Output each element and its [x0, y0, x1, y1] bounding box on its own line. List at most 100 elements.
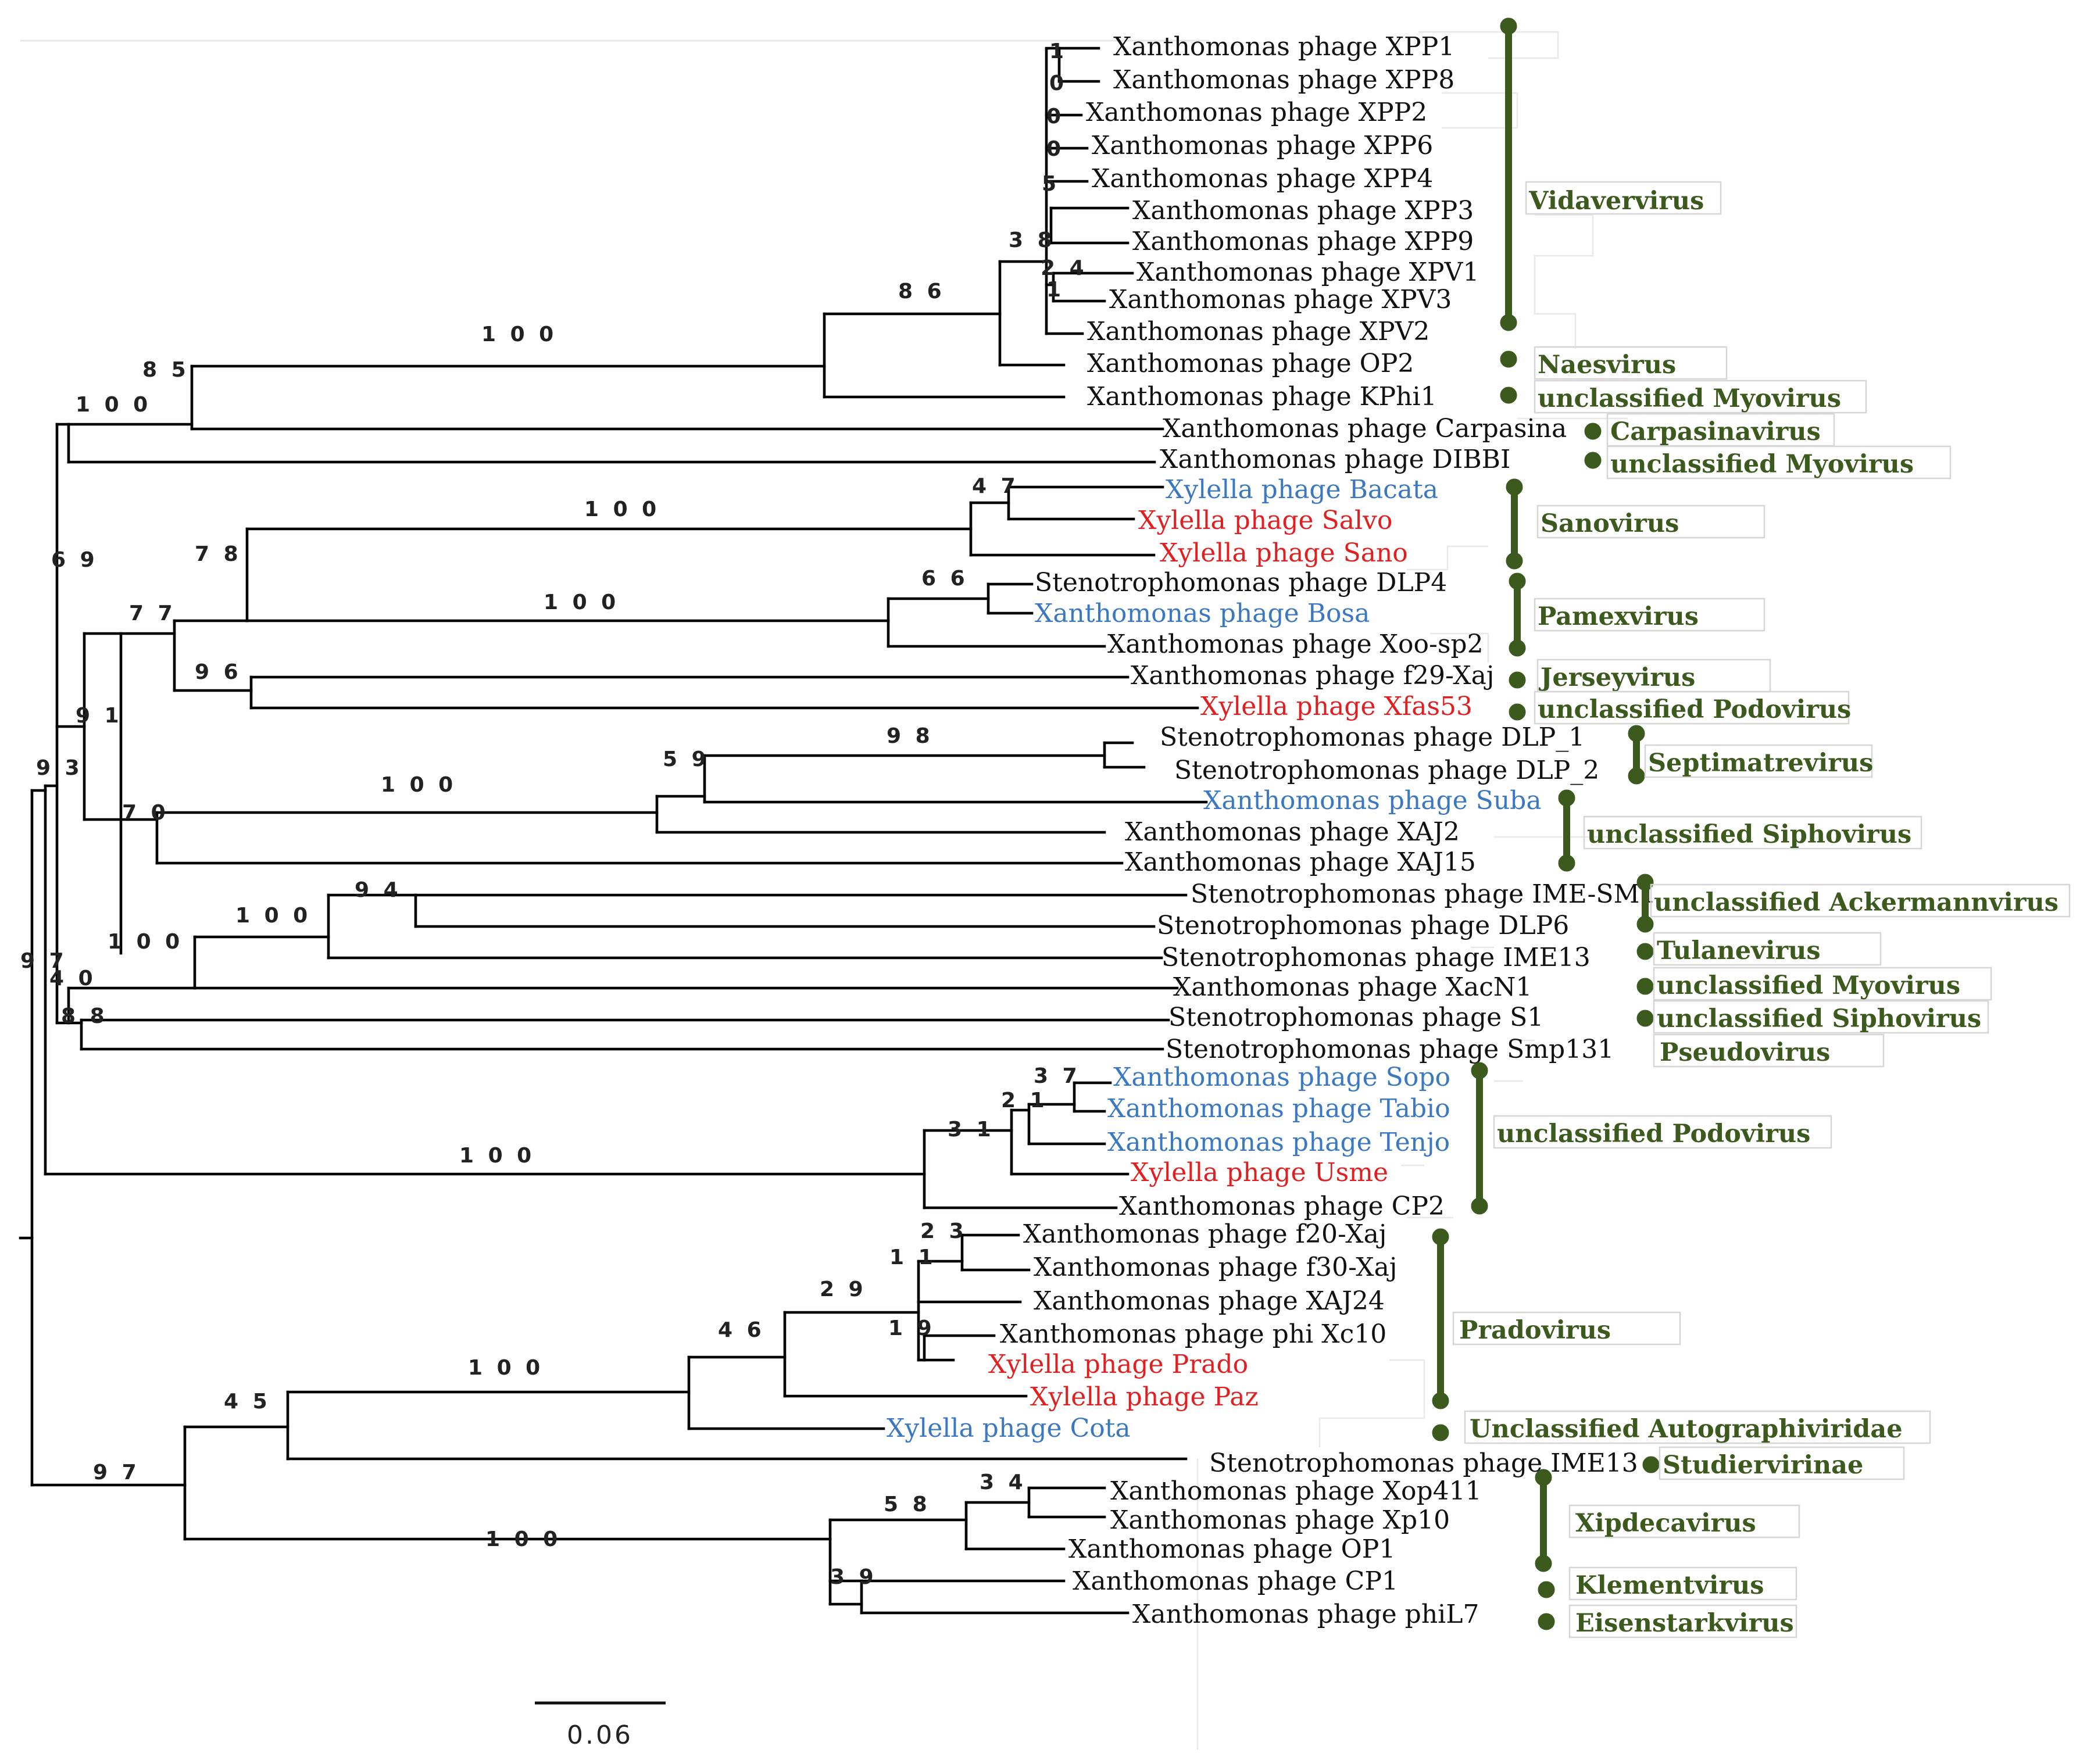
- taxon-label: Stenotrophomonas phage DLP6: [1157, 911, 1569, 940]
- scale-bar: 0.06: [535, 1701, 666, 1750]
- bootstrap-values: 1 0 0 0 5 3 8 2 4 1 8 6 1 0 0 8 5 1 0 0 …: [20, 40, 1088, 1589]
- bootstrap-value: 9 4: [355, 878, 402, 902]
- taxon-label: Xanthomonas phage XPP6: [1092, 131, 1433, 160]
- group-dot: [1628, 725, 1645, 742]
- taxon-label: Stenotrophomonas phage IME-SM1: [1191, 879, 1656, 909]
- bootstrap-value: 9 1: [76, 704, 123, 728]
- taxon-label: Xylella phage Cota: [887, 1414, 1131, 1443]
- bootstrap-value: 5: [1042, 172, 1060, 196]
- taxon-label: Stenotrophomonas phage DLP_2: [1174, 756, 1599, 785]
- bootstrap-value: 4 6: [718, 1318, 765, 1342]
- taxon-label: Xanthomonas phage Xoo-sp2: [1107, 629, 1484, 659]
- group-dot: [1500, 350, 1517, 368]
- group-dot: [1432, 1392, 1449, 1409]
- bootstrap-value: 2 9: [820, 1278, 867, 1301]
- bootstrap-value: 3 4: [980, 1470, 1027, 1494]
- bootstrap-value: 1 0 0: [235, 904, 311, 928]
- genus-label: unclassified Siphovirus: [1587, 820, 1911, 849]
- bootstrap-value: 9 8: [887, 724, 934, 748]
- genus-labels: Vidavervirus Naesvirus unclassified Myov…: [1452, 181, 2071, 1638]
- bootstrap-value: 8 6: [898, 280, 945, 303]
- taxon-label: Stenotrophomonas phage IME13: [1161, 943, 1591, 972]
- genus-label: Pradovirus: [1459, 1316, 1611, 1345]
- bootstrap-value: 6 6: [921, 567, 968, 591]
- taxon-label: Xanthomonas phage f30-Xaj: [1034, 1253, 1397, 1282]
- genus-markers: [1432, 17, 1660, 1630]
- tree-branches: [19, 46, 1208, 1615]
- group-dot: [1584, 452, 1602, 469]
- bootstrap-value: 8 5: [142, 358, 190, 382]
- taxon-label: Xanthomonas phage XAJ15: [1125, 847, 1476, 877]
- group-dot: [1628, 767, 1645, 785]
- genus-label: Vidavervirus: [1528, 187, 1704, 216]
- genus-label: Pseudovirus: [1660, 1038, 1830, 1067]
- group-dot: [1509, 671, 1526, 689]
- bootstrap-value: 1 0 0: [544, 591, 619, 614]
- taxon-label: Xanthomonas phage XPP1: [1113, 32, 1454, 62]
- genus-label: Unclassified Autographiviridae: [1470, 1415, 1903, 1444]
- taxon-label: Xanthomonas phage CP2: [1119, 1191, 1445, 1221]
- genus-label: Naesvirus: [1538, 350, 1676, 380]
- bootstrap-value: 1 0 0: [481, 323, 557, 346]
- taxon-label: Xanthomonas phage Bosa: [1035, 599, 1370, 628]
- taxon-label: Xanthomonas phage OP1: [1068, 1534, 1395, 1564]
- taxon-label: Xanthomonas phage CP1: [1073, 1566, 1398, 1596]
- genus-label: unclassified Ackermannvirus: [1654, 888, 2058, 917]
- taxon-label: Xanthomonas phage KPhi1: [1087, 382, 1437, 412]
- genus-label: Jerseyvirus: [1538, 663, 1695, 692]
- group-dot: [1471, 1062, 1488, 1079]
- taxon-label: Xanthomonas phage Suba: [1203, 786, 1542, 815]
- bootstrap-value: 4 0: [49, 967, 97, 990]
- bootstrap-value: 9 3: [36, 756, 83, 780]
- group-dot: [1584, 423, 1602, 440]
- taxon-label: Xanthomonas phage phiL7: [1132, 1600, 1479, 1629]
- bootstrap-value: 0: [1046, 137, 1064, 161]
- bootstrap-value: 0: [1046, 105, 1064, 128]
- bootstrap-value: 7 0: [122, 801, 169, 825]
- bootstrap-value: 5 9: [663, 747, 710, 771]
- taxon-label: Xylella phage Sano: [1160, 538, 1408, 568]
- taxon-label: Xanthomonas phage Tabio: [1107, 1094, 1450, 1123]
- taxon-label: Xylella phage Xfas53: [1200, 692, 1473, 721]
- bootstrap-value: 1 0 0: [459, 1144, 535, 1168]
- bootstrap-value: 1 0 0: [485, 1527, 561, 1551]
- bootstrap-value: 2 3: [920, 1219, 967, 1243]
- bootstrap-value: 6 9: [51, 548, 98, 572]
- taxon-label: Xanthomonas phage Xp10: [1110, 1505, 1450, 1535]
- bootstrap-value: 5 8: [884, 1493, 931, 1516]
- bootstrap-value: 3 9: [830, 1565, 877, 1589]
- bootstrap-value: 8 8: [61, 1004, 108, 1028]
- taxon-label: Xanthomonas phage f29-Xaj: [1131, 661, 1494, 690]
- taxon-label: Xanthomonas phage Carpasina: [1163, 414, 1567, 443]
- taxon-label: Stenotrophomonas phage DLP_1: [1160, 722, 1585, 752]
- bootstrap-value: 1 0 0: [108, 930, 183, 954]
- taxon-label: Xanthomonas phage XPV1: [1137, 257, 1479, 287]
- group-dot: [1642, 1456, 1660, 1473]
- taxon-label: Xylella phage Prado: [988, 1350, 1248, 1379]
- group-dot: [1636, 1010, 1654, 1027]
- taxon-label: Xanthomonas phage XacN1: [1173, 972, 1532, 1002]
- group-dot: [1558, 854, 1575, 872]
- scale-label: 0.06: [567, 1720, 633, 1750]
- taxon-label: Xanthomonas phage XPV3: [1109, 285, 1452, 314]
- group-dot: [1471, 1197, 1488, 1215]
- group-dot: [1558, 789, 1575, 807]
- group-dot: [1500, 387, 1517, 404]
- taxon-label: Xanthomonas phage DIBBI: [1160, 445, 1510, 474]
- group-dot: [1538, 1613, 1555, 1630]
- bootstrap-value: 3 8: [1009, 228, 1056, 252]
- taxon-label: Xanthomonas phage Tenjo: [1107, 1128, 1450, 1157]
- group-dot: [1535, 1469, 1552, 1486]
- taxon-label: Xanthomonas phage XPP4: [1092, 164, 1433, 194]
- genus-label: Klementvirus: [1575, 1571, 1764, 1600]
- taxon-labels: Xanthomonas phage XPP1 Xanthomonas phage …: [887, 32, 1656, 1629]
- bootstrap-value: 9 6: [195, 660, 242, 684]
- taxon-label: Stenotrophomonas phage Smp131: [1166, 1035, 1614, 1064]
- bootstrap-value: 7 8: [195, 542, 242, 566]
- taxon-label: Stenotrophomonas phage S1: [1168, 1003, 1543, 1032]
- group-dot: [1509, 639, 1526, 657]
- bootstrap-value: 9 7: [20, 949, 67, 973]
- bootstrap-value: 2 4: [1041, 256, 1088, 280]
- taxon-label: Xanthomonas phage XPP2: [1086, 98, 1427, 127]
- label-guides: [1196, 31, 1645, 1749]
